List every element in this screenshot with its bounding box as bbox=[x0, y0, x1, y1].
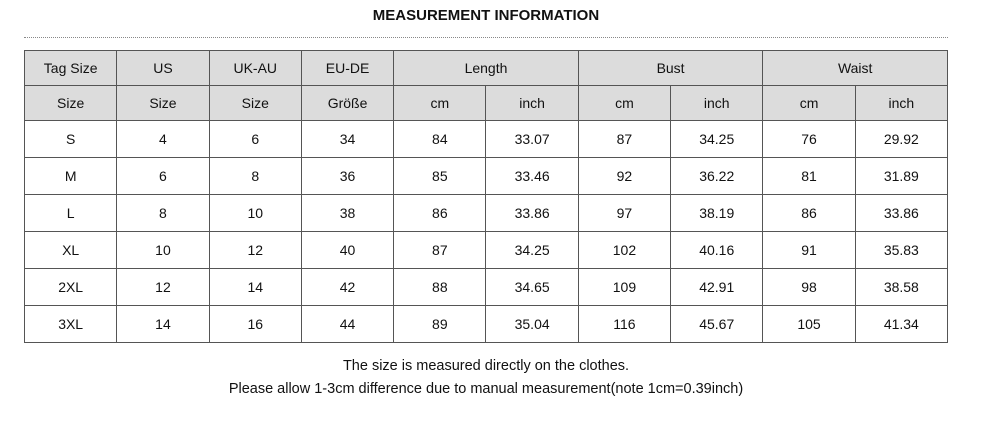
table-cell: 84 bbox=[393, 120, 487, 158]
table-cell: 92 bbox=[577, 157, 672, 195]
table-cell: 2XL bbox=[23, 268, 118, 306]
table-row: S 4 6 34 84 33.07 87 34.25 76 29.92 bbox=[23, 120, 949, 158]
size-chart-table: Tag Size US UK-AU EU-DE Length Bust Waist Size S… bbox=[23, 50, 949, 343]
table-cell: M bbox=[23, 157, 118, 195]
header-row-1: Tag Size US UK-AU EU-DE Length Bust Waist bbox=[23, 50, 948, 86]
table-cell: 85 bbox=[393, 157, 487, 195]
table-cell: 33.07 bbox=[485, 120, 579, 158]
table-cell: 89 bbox=[393, 305, 487, 343]
table-cell: 105 bbox=[762, 305, 856, 343]
table-cell: 86 bbox=[762, 194, 856, 232]
table-cell: 40 bbox=[300, 231, 395, 269]
table-cell: 14 bbox=[208, 268, 302, 306]
table-cell: 35.83 bbox=[854, 231, 949, 269]
table-cell: 42 bbox=[300, 268, 395, 306]
table-cell: 36.22 bbox=[670, 157, 764, 195]
table-cell: XL bbox=[23, 231, 118, 269]
table-cell: 16 bbox=[208, 305, 302, 343]
table-cell: 98 bbox=[762, 268, 856, 306]
table-cell: 33.86 bbox=[485, 194, 579, 232]
table-cell: 34.65 bbox=[485, 268, 579, 306]
header-cell: US bbox=[116, 50, 210, 86]
table-cell: 10 bbox=[208, 194, 302, 232]
table-cell: 4 bbox=[116, 120, 210, 158]
header-cell: UK-AU bbox=[208, 50, 302, 86]
table-cell: 34.25 bbox=[485, 231, 579, 269]
subheader-cell: cm bbox=[393, 85, 487, 121]
table-cell: 38 bbox=[300, 194, 395, 232]
table-cell: 91 bbox=[762, 231, 856, 269]
note-measured: The size is measured directly on the clo… bbox=[342, 358, 630, 374]
table-cell: 3XL bbox=[23, 305, 118, 343]
table-cell: 31.89 bbox=[854, 157, 949, 195]
table-row: XL 10 12 40 87 34.25 102 40.16 91 35.83 bbox=[23, 231, 949, 269]
table-cell: 76 bbox=[762, 120, 856, 158]
header-cell: Bust bbox=[577, 50, 764, 86]
table-cell: 45.67 bbox=[670, 305, 764, 343]
header-cell: Tag Size bbox=[23, 50, 118, 86]
table-cell: 12 bbox=[208, 231, 302, 269]
subheader-cell: Size bbox=[116, 85, 210, 121]
table-cell: 42.91 bbox=[670, 268, 764, 306]
header-cell: EU-DE bbox=[300, 50, 395, 86]
table-cell: 10 bbox=[116, 231, 210, 269]
table-cell: 40.16 bbox=[670, 231, 764, 269]
table-cell: 38.19 bbox=[670, 194, 764, 232]
table-cell: 12 bbox=[116, 268, 210, 306]
table-cell: 8 bbox=[208, 157, 302, 195]
table-cell: 8 bbox=[116, 194, 210, 232]
table-cell: 33.46 bbox=[485, 157, 579, 195]
header-cell: Waist bbox=[762, 50, 948, 86]
table-cell: L bbox=[23, 194, 118, 232]
header-row-2: Size Size Size Größe cm inch cm inch cm inch bbox=[23, 85, 949, 121]
table-row: 2XL 12 14 42 88 34.65 109 42.91 98 38.58 bbox=[23, 268, 949, 306]
table-cell: 38.58 bbox=[854, 268, 949, 306]
table-row: 3XL 14 16 44 89 35.04 116 45.67 105 41.34 bbox=[23, 305, 949, 343]
subheader-cell: Size bbox=[23, 85, 118, 121]
table-cell: S bbox=[23, 120, 118, 158]
subheader-cell: inch bbox=[670, 85, 764, 121]
table-cell: 109 bbox=[577, 268, 672, 306]
table-cell: 87 bbox=[393, 231, 487, 269]
subheader-cell: cm bbox=[762, 85, 856, 121]
table-cell: 44 bbox=[300, 305, 395, 343]
table-cell: 36 bbox=[300, 157, 395, 195]
table-cell: 34 bbox=[300, 120, 395, 158]
header-cell: Length bbox=[393, 50, 579, 86]
table-cell: 102 bbox=[577, 231, 672, 269]
table-cell: 14 bbox=[116, 305, 210, 343]
subheader-cell: inch bbox=[485, 85, 579, 121]
table-cell: 34.25 bbox=[670, 120, 764, 158]
table-cell: 116 bbox=[577, 305, 672, 343]
table-cell: 41.34 bbox=[854, 305, 949, 343]
subheader-cell: Größe bbox=[300, 85, 395, 121]
table-cell: 29.92 bbox=[854, 120, 949, 158]
table-cell: 81 bbox=[762, 157, 856, 195]
table-cell: 86 bbox=[393, 194, 487, 232]
table-cell: 97 bbox=[577, 194, 672, 232]
table-cell: 6 bbox=[208, 120, 302, 158]
table-cell: 33.86 bbox=[854, 194, 949, 232]
note-difference: Please allow 1-3cm difference due to man… bbox=[228, 381, 744, 397]
table-row: L 8 10 38 86 33.86 97 38.19 86 33.86 bbox=[23, 194, 949, 232]
table-cell: 6 bbox=[116, 157, 210, 195]
table-row: M 6 8 36 85 33.46 92 36.22 81 31.89 bbox=[23, 157, 949, 195]
table-cell: 88 bbox=[393, 268, 487, 306]
page-title: MEASUREMENT INFORMATION bbox=[372, 7, 600, 24]
table-cell: 35.04 bbox=[485, 305, 579, 343]
dotted-divider bbox=[24, 37, 948, 38]
table-cell: 87 bbox=[577, 120, 672, 158]
subheader-cell: Size bbox=[208, 85, 302, 121]
subheader-cell: inch bbox=[854, 85, 949, 121]
subheader-cell: cm bbox=[577, 85, 672, 121]
